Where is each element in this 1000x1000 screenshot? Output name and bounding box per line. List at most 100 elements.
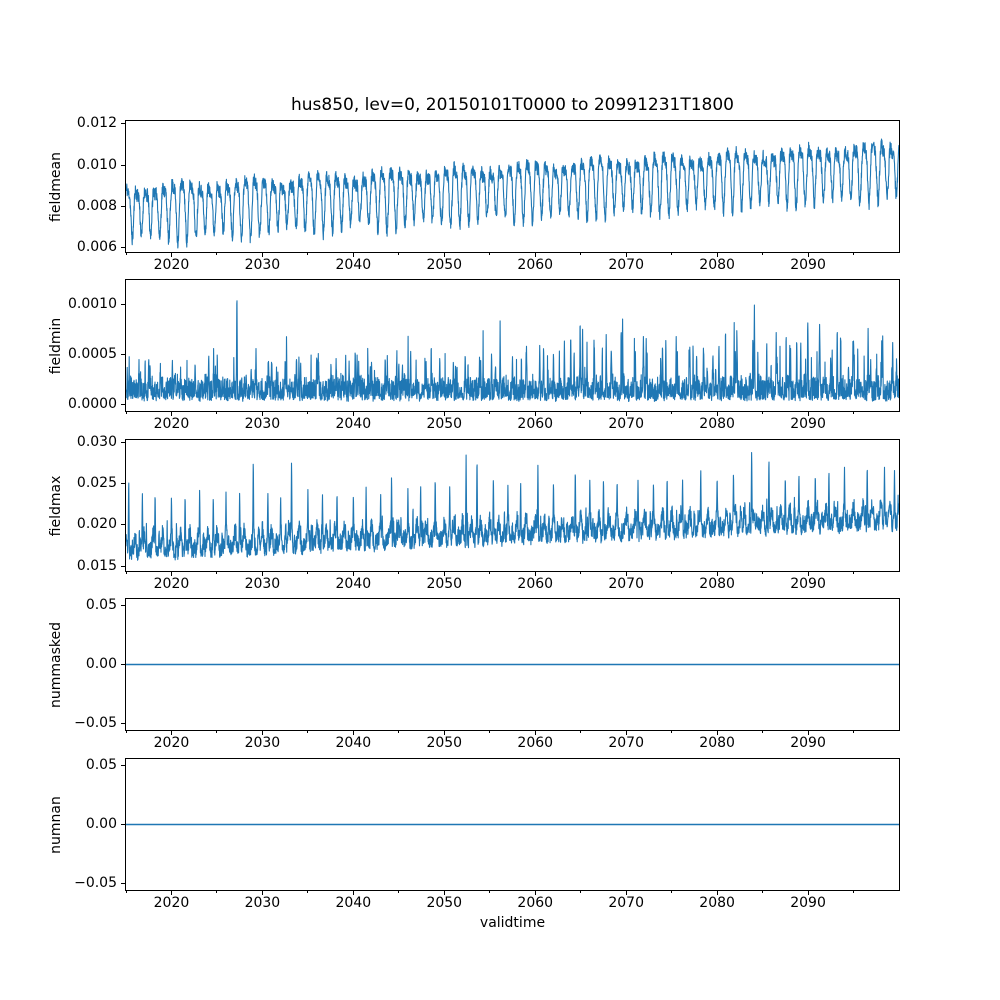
x-tick-label: 2060 xyxy=(517,416,554,432)
x-minor-tick xyxy=(762,731,764,733)
x-tick-label: 2030 xyxy=(244,735,281,751)
y-tick-label: 0.00 xyxy=(85,656,117,672)
x-minor-tick xyxy=(671,891,673,893)
x-minor-tick xyxy=(762,891,764,893)
x-tick-label: 2020 xyxy=(153,576,190,592)
y-tick-label: 0.05 xyxy=(85,756,117,773)
x-tick-label: 2070 xyxy=(608,895,644,911)
x-tick-label: 2020 xyxy=(153,416,190,432)
y-tick-label: −0.05 xyxy=(74,875,117,891)
x-major-tick xyxy=(261,731,263,735)
x-tick-label: 2050 xyxy=(426,416,463,432)
x-major-tick xyxy=(807,412,809,416)
x-tick-label: 2090 xyxy=(790,735,826,751)
x-tick-label: 2050 xyxy=(426,895,463,911)
x-tick-label: 2030 xyxy=(244,257,281,273)
x-major-tick xyxy=(443,412,445,416)
y-tick xyxy=(121,304,125,305)
x-minor-tick xyxy=(580,253,582,255)
x-major-tick xyxy=(261,412,263,416)
x-tick-label: 2090 xyxy=(790,895,826,911)
x-minor-tick xyxy=(125,572,127,574)
y-tick xyxy=(121,123,125,125)
x-minor-tick xyxy=(125,891,127,893)
subplot-numnan xyxy=(125,758,900,891)
x-major-tick xyxy=(352,412,354,416)
x-minor-tick xyxy=(853,412,855,414)
x-tick-label: 2030 xyxy=(244,576,281,592)
x-tick-label: 2090 xyxy=(790,257,826,273)
x-minor-tick xyxy=(398,891,400,893)
x-minor-tick xyxy=(853,253,855,255)
y-tick-label: 0.025 xyxy=(76,475,117,492)
y-tick-label: 0.0005 xyxy=(68,346,117,362)
x-tick-label: 2040 xyxy=(335,416,372,432)
x-tick-label: 2090 xyxy=(790,416,826,432)
x-major-tick xyxy=(534,253,536,257)
series-line-nummasked xyxy=(126,663,899,666)
x-tick-label: 2080 xyxy=(699,895,735,911)
x-major-tick xyxy=(352,253,354,257)
x-major-tick xyxy=(261,891,263,895)
x-minor-tick xyxy=(307,891,309,893)
series-line-numnan xyxy=(126,823,899,826)
y-tick xyxy=(121,764,125,766)
x-major-tick xyxy=(625,891,627,895)
x-minor-tick xyxy=(762,572,764,574)
x-minor-tick xyxy=(489,572,491,574)
x-tick-label: 2040 xyxy=(335,895,372,911)
series-line-fieldmax xyxy=(126,452,899,561)
x-minor-tick xyxy=(398,253,400,255)
y-tick xyxy=(121,354,125,355)
y-tick-label: 0.020 xyxy=(76,516,117,533)
x-minor-tick xyxy=(125,731,127,733)
x-major-tick xyxy=(261,572,263,576)
x-major-tick xyxy=(443,253,445,257)
x-major-tick xyxy=(352,891,354,895)
x-major-tick xyxy=(625,412,627,416)
x-major-tick xyxy=(352,572,354,576)
x-minor-tick xyxy=(216,412,218,414)
y-axis-label-fieldmean: fieldmean xyxy=(48,151,64,222)
x-minor-tick xyxy=(580,412,582,414)
y-tick-label: 0.00 xyxy=(85,816,117,832)
x-major-tick xyxy=(807,891,809,895)
x-tick-label: 2080 xyxy=(699,576,735,592)
x-minor-tick xyxy=(307,572,309,574)
x-minor-tick xyxy=(671,412,673,414)
y-axis-label-fieldmin: fieldmin xyxy=(48,317,64,374)
x-major-tick xyxy=(170,572,172,576)
x-tick-label: 2050 xyxy=(426,735,463,751)
x-minor-tick xyxy=(853,891,855,893)
y-tick-label: 0.012 xyxy=(76,115,117,132)
y-tick xyxy=(121,442,125,444)
x-major-tick xyxy=(170,412,172,416)
x-minor-tick xyxy=(580,572,582,574)
x-major-tick xyxy=(716,891,718,895)
y-tick-label: 0.0010 xyxy=(68,296,117,312)
x-major-tick xyxy=(170,253,172,257)
subplot-fieldmin xyxy=(125,279,900,412)
x-major-tick xyxy=(534,731,536,735)
x-minor-tick xyxy=(853,572,855,574)
y-tick xyxy=(121,664,125,665)
y-tick-label: 0.030 xyxy=(76,434,117,451)
x-major-tick xyxy=(807,572,809,576)
subplot-fieldmean xyxy=(125,120,900,253)
x-minor-tick xyxy=(125,412,127,414)
x-major-tick xyxy=(625,253,627,257)
y-tick-label: 0.015 xyxy=(76,557,117,574)
y-tick-label: 0.010 xyxy=(76,156,117,173)
x-major-tick xyxy=(807,253,809,257)
x-tick-label: 2070 xyxy=(608,257,644,273)
x-tick-label: 2020 xyxy=(153,895,190,911)
subplot-nummasked xyxy=(125,598,900,731)
y-tick-label: −0.05 xyxy=(74,715,117,731)
x-minor-tick xyxy=(671,731,673,733)
x-major-tick xyxy=(534,572,536,576)
x-minor-tick xyxy=(580,731,582,733)
x-minor-tick xyxy=(307,412,309,414)
x-major-tick xyxy=(716,253,718,257)
x-major-tick xyxy=(716,572,718,576)
x-minor-tick xyxy=(307,253,309,255)
